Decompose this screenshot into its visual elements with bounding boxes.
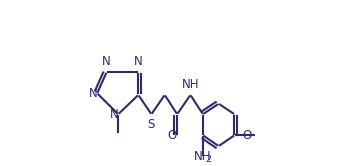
Text: S: S [148, 119, 155, 131]
Text: N: N [134, 55, 143, 68]
Text: N: N [88, 87, 97, 100]
Text: NH: NH [182, 78, 199, 91]
Text: O: O [242, 129, 252, 142]
Text: O: O [167, 129, 177, 142]
Text: NH: NH [194, 150, 212, 163]
Text: 2: 2 [205, 155, 211, 164]
Text: N: N [110, 108, 118, 121]
Text: N: N [102, 55, 111, 68]
